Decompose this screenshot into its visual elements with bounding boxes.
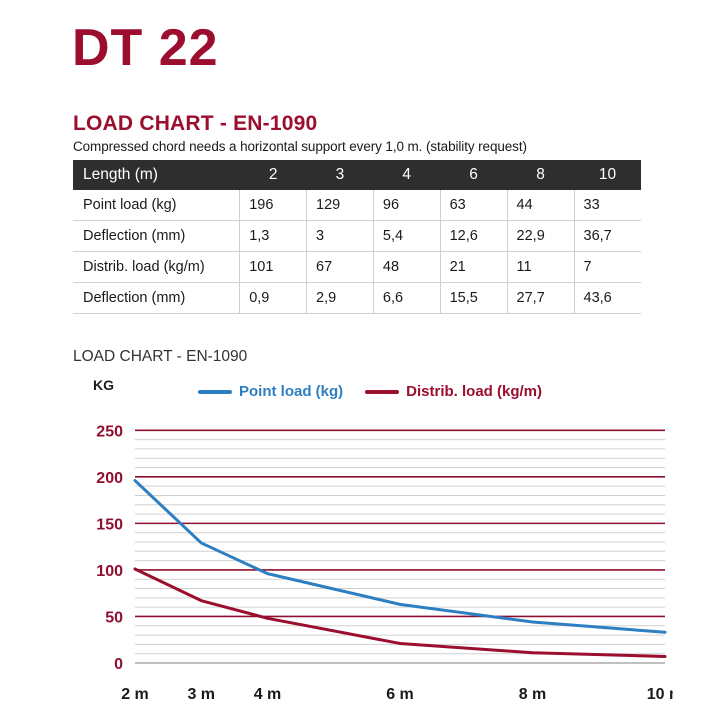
load-table-body: Point load (kg) 196 129 96 63 44 33 Defl… <box>73 190 641 314</box>
row-value: 101 <box>239 251 308 283</box>
row-label: Deflection (mm) <box>73 220 241 252</box>
row-value: 67 <box>306 251 374 283</box>
y-tick-label: 0 <box>114 656 123 673</box>
row-value: 196 <box>239 190 308 221</box>
row-value: 33 <box>574 190 641 221</box>
row-value: 6,6 <box>373 282 441 314</box>
row-value: 129 <box>306 190 374 221</box>
page-title: DT 22 <box>72 19 219 77</box>
row-label: Distrib. load (kg/m) <box>73 251 241 283</box>
table-header-cell-10: 10 <box>598 166 617 183</box>
row-value: 21 <box>440 251 508 283</box>
y-tick-label: 150 <box>96 516 123 533</box>
table-header-cell-4: 4 <box>402 166 412 183</box>
load-chart-subtitle: Compressed chord needs a horizontal supp… <box>73 139 527 154</box>
legend-label-distrib-load: Distrib. load (kg/m) <box>406 383 543 400</box>
row-value: 43,6 <box>574 282 641 314</box>
table-header-row: Length (m) 2 3 4 6 8 10 <box>73 160 641 190</box>
y-tick-label: 100 <box>96 563 123 580</box>
row-value: 96 <box>373 190 441 221</box>
load-table-wrapper: Length (m) 2 3 4 6 8 10 Point load (kg) … <box>73 160 641 314</box>
table-header-cell-8: 8 <box>536 166 545 183</box>
row-value: 22,9 <box>507 220 575 252</box>
row-value: 0,9 <box>239 282 308 314</box>
row-label: Point load (kg) <box>73 190 241 221</box>
load-table-head: Length (m) 2 3 4 6 8 10 <box>73 160 641 190</box>
legend-swatch-distrib-load <box>365 389 400 394</box>
row-value: 2,9 <box>306 282 374 314</box>
row-value: 15,5 <box>440 282 508 314</box>
legend-item-distrib-load: Distrib. load (kg/m) <box>365 383 542 400</box>
table-row: Point load (kg) 196 129 96 63 44 33 <box>73 190 641 221</box>
chart-title: LOAD CHART - EN-1090 <box>73 348 248 365</box>
row-value: 27,7 <box>507 282 575 314</box>
row-value: 36,7 <box>574 220 641 252</box>
load-table: Length (m) 2 3 4 6 8 10 Point load (kg) … <box>73 160 641 314</box>
row-value: 1,3 <box>239 220 308 252</box>
legend-label-point-load: Point load (kg) <box>239 383 344 400</box>
table-header-cell-6: 6 <box>469 166 478 183</box>
table-header-cell-2: 2 <box>268 166 278 183</box>
row-value: 5,4 <box>373 220 441 252</box>
legend-item-point-load: Point load (kg) <box>198 383 343 400</box>
x-tick-label: 8 m <box>519 686 547 703</box>
row-value: 63 <box>440 190 508 221</box>
series-line <box>133 479 667 634</box>
table-row: Distrib. load (kg/m) 101 67 48 21 11 7 <box>73 251 641 283</box>
load-chart-heading: LOAD CHART - EN-1090 <box>73 112 318 135</box>
table-header-cell-3: 3 <box>335 166 345 183</box>
x-tick-label: 10 m <box>647 686 673 703</box>
row-value: 44 <box>507 190 575 221</box>
row-value: 3 <box>306 220 374 252</box>
chart-area: KG Point load (kg) Distrib. load (kg/m) … <box>73 375 673 705</box>
y-tick-label: 200 <box>96 470 123 487</box>
x-tick-label: 4 m <box>254 686 282 703</box>
row-value: 48 <box>373 251 441 283</box>
row-value: 11 <box>507 251 575 283</box>
x-tick-label: 3 m <box>187 686 215 703</box>
y-tick-label: 250 <box>96 423 123 440</box>
table-header-cell-length: Length (m) <box>83 166 158 183</box>
y-tick-label: 50 <box>105 609 123 626</box>
chart-y-axis-label: KG <box>93 377 114 393</box>
legend-swatch-point-load <box>198 389 232 394</box>
row-value: 7 <box>574 251 641 283</box>
row-value: 12,6 <box>440 220 508 252</box>
chart-plot: 0 50 100 150 200 250 2 m 3 m 4 m 6 m 8 m 10 m <box>96 423 673 703</box>
x-tick-label: 6 m <box>386 686 414 703</box>
row-label: Deflection (mm) <box>73 282 241 314</box>
table-row: Deflection (mm) 1,3 3 5,4 12,6 22,9 36,7 <box>73 220 641 252</box>
table-row: Deflection (mm) 0,9 2,9 6,6 15,5 27,7 43… <box>73 282 641 314</box>
series-line <box>133 567 667 658</box>
chart-legend: Point load (kg) Distrib. load (kg/m) <box>198 383 542 400</box>
x-tick-label: 2 m <box>121 686 149 703</box>
